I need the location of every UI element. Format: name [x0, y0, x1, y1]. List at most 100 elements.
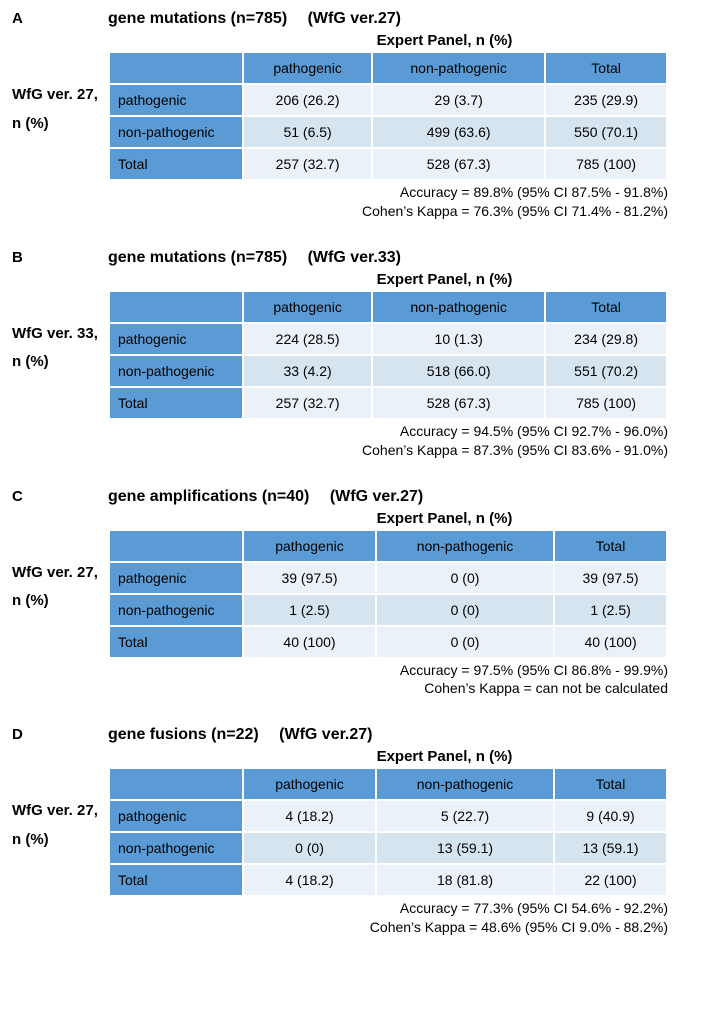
cell-pp: 4 (18.2)	[243, 800, 376, 832]
table-wrap: WfG ver. 33, n (%) pathogenic non-pathog…	[12, 290, 693, 420]
cell-nn: 13 (59.1)	[376, 832, 554, 864]
cell-pt: 234 (29.8)	[545, 323, 667, 355]
col-nonpathogenic: non-pathogenic	[372, 291, 545, 323]
row-axis-l1: WfG ver. 27,	[12, 797, 108, 826]
row-total: Total	[109, 387, 243, 419]
row-pathogenic: pathogenic	[109, 800, 243, 832]
expert-panel-label: Expert Panel, n (%)	[196, 32, 693, 49]
col-nonpathogenic: non-pathogenic	[376, 530, 554, 562]
col-pathogenic: pathogenic	[243, 291, 372, 323]
cell-tp: 257 (32.7)	[243, 387, 372, 419]
cell-nt: 1 (2.5)	[554, 594, 667, 626]
cell-nt: 551 (70.2)	[545, 355, 667, 387]
cell-pt: 235 (29.9)	[545, 84, 667, 116]
cell-np: 1 (2.5)	[243, 594, 376, 626]
cell-nn: 0 (0)	[376, 594, 554, 626]
cell-pn: 5 (22.7)	[376, 800, 554, 832]
row-axis-label: WfG ver. 33, n (%)	[12, 290, 108, 420]
cell-tp: 40 (100)	[243, 626, 376, 658]
kappa-line: Cohen’s Kappa = 87.3% (95% CI 83.6% - 91…	[12, 441, 668, 460]
cell-nn: 518 (66.0)	[372, 355, 545, 387]
row-nonpathogenic: non-pathogenic	[109, 116, 243, 148]
table-wrap: WfG ver. 27, n (%) pathogenic non-pathog…	[12, 529, 693, 659]
cell-np: 0 (0)	[243, 832, 376, 864]
stats-block: Accuracy = 94.5% (95% CI 92.7% - 96.0%) …	[12, 422, 668, 460]
accuracy-line: Accuracy = 94.5% (95% CI 92.7% - 96.0%)	[12, 422, 668, 441]
row-pathogenic: pathogenic	[109, 84, 243, 116]
cell-pn: 0 (0)	[376, 562, 554, 594]
accuracy-line: Accuracy = 97.5% (95% CI 86.8% - 99.9%)	[12, 661, 668, 680]
cell-pt: 39 (97.5)	[554, 562, 667, 594]
cell-tt: 40 (100)	[554, 626, 667, 658]
panel-C: C gene amplifications (n=40) (WfG ver.27…	[12, 488, 693, 699]
col-nonpathogenic: non-pathogenic	[372, 52, 545, 84]
kappa-line: Cohen’s Kappa = 76.3% (95% CI 71.4% - 81…	[12, 202, 668, 221]
header-blank	[109, 768, 243, 800]
panel-title: gene fusions (n=22) (WfG ver.27)	[108, 726, 373, 744]
row-axis-l1: WfG ver. 27,	[12, 559, 108, 588]
row-nonpathogenic: non-pathogenic	[109, 832, 243, 864]
col-total: Total	[545, 291, 667, 323]
header-blank	[109, 291, 243, 323]
cell-nn: 499 (63.6)	[372, 116, 545, 148]
contingency-table: pathogenic non-pathogenic Total pathogen…	[108, 290, 668, 420]
cell-tp: 257 (32.7)	[243, 148, 372, 180]
contingency-table: pathogenic non-pathogenic Total pathogen…	[108, 767, 668, 897]
cell-tt: 22 (100)	[554, 864, 667, 896]
row-axis-label: WfG ver. 27, n (%)	[12, 51, 108, 181]
stats-block: Accuracy = 97.5% (95% CI 86.8% - 99.9%) …	[12, 661, 668, 699]
col-total: Total	[554, 530, 667, 562]
panel-letter: A	[12, 10, 108, 27]
cell-pp: 39 (97.5)	[243, 562, 376, 594]
accuracy-line: Accuracy = 89.8% (95% CI 87.5% - 91.8%)	[12, 183, 668, 202]
col-pathogenic: pathogenic	[243, 530, 376, 562]
row-total: Total	[109, 864, 243, 896]
panel-A: A gene mutations (n=785) (WfG ver.27) Ex…	[12, 10, 693, 221]
kappa-line: Cohen’s Kappa = can not be calculated	[12, 679, 668, 698]
row-axis-l1: WfG ver. 33,	[12, 320, 108, 349]
panel-header: B gene mutations (n=785) (WfG ver.33)	[12, 249, 693, 267]
panel-header: D gene fusions (n=22) (WfG ver.27)	[12, 726, 693, 744]
row-total: Total	[109, 626, 243, 658]
expert-panel-label: Expert Panel, n (%)	[196, 510, 693, 527]
cell-tt: 785 (100)	[545, 148, 667, 180]
stats-block: Accuracy = 77.3% (95% CI 54.6% - 92.2%) …	[12, 899, 668, 937]
header-blank	[109, 530, 243, 562]
table-wrap: WfG ver. 27, n (%) pathogenic non-pathog…	[12, 51, 693, 181]
col-total: Total	[545, 52, 667, 84]
row-axis-l2: n (%)	[12, 110, 108, 139]
header-blank	[109, 52, 243, 84]
cell-tn: 528 (67.3)	[372, 387, 545, 419]
expert-panel-label: Expert Panel, n (%)	[196, 748, 693, 765]
cell-pt: 9 (40.9)	[554, 800, 667, 832]
contingency-table: pathogenic non-pathogenic Total pathogen…	[108, 51, 668, 181]
cell-pn: 10 (1.3)	[372, 323, 545, 355]
row-axis-label: WfG ver. 27, n (%)	[12, 529, 108, 659]
contingency-table: pathogenic non-pathogenic Total pathogen…	[108, 529, 668, 659]
panel-D: D gene fusions (n=22) (WfG ver.27) Exper…	[12, 726, 693, 937]
cell-tt: 785 (100)	[545, 387, 667, 419]
row-pathogenic: pathogenic	[109, 562, 243, 594]
col-nonpathogenic: non-pathogenic	[376, 768, 554, 800]
panel-letter: B	[12, 249, 108, 266]
col-pathogenic: pathogenic	[243, 52, 372, 84]
panel-B: B gene mutations (n=785) (WfG ver.33) Ex…	[12, 249, 693, 460]
cell-np: 33 (4.2)	[243, 355, 372, 387]
panel-title: gene mutations (n=785) (WfG ver.33)	[108, 249, 401, 267]
cell-nt: 550 (70.1)	[545, 116, 667, 148]
panel-letter: C	[12, 488, 108, 505]
panel-letter: D	[12, 726, 108, 743]
row-nonpathogenic: non-pathogenic	[109, 594, 243, 626]
expert-panel-label: Expert Panel, n (%)	[196, 271, 693, 288]
row-nonpathogenic: non-pathogenic	[109, 355, 243, 387]
cell-pp: 206 (26.2)	[243, 84, 372, 116]
cell-pn: 29 (3.7)	[372, 84, 545, 116]
row-axis-l2: n (%)	[12, 826, 108, 855]
table-wrap: WfG ver. 27, n (%) pathogenic non-pathog…	[12, 767, 693, 897]
panel-title: gene mutations (n=785) (WfG ver.27)	[108, 10, 401, 28]
stats-block: Accuracy = 89.8% (95% CI 87.5% - 91.8%) …	[12, 183, 668, 221]
row-axis-l2: n (%)	[12, 348, 108, 377]
panel-title: gene amplifications (n=40) (WfG ver.27)	[108, 488, 423, 506]
panel-header: A gene mutations (n=785) (WfG ver.27)	[12, 10, 693, 28]
panel-header: C gene amplifications (n=40) (WfG ver.27…	[12, 488, 693, 506]
